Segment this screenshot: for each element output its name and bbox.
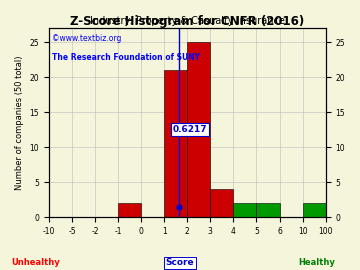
Title: Z-Score Histogram for CNFR (2016): Z-Score Histogram for CNFR (2016) [70, 15, 305, 28]
Text: The Research Foundation of SUNY: The Research Foundation of SUNY [52, 53, 200, 62]
Text: Industry: Property & Casualty Insurance: Industry: Property & Casualty Insurance [90, 16, 285, 26]
Bar [210, 189, 233, 217]
Text: ©www.textbiz.org: ©www.textbiz.org [52, 34, 121, 43]
Text: Score: Score [166, 258, 194, 267]
Bar [187, 42, 210, 217]
Y-axis label: Number of companies (50 total): Number of companies (50 total) [15, 55, 24, 190]
Text: Unhealthy: Unhealthy [12, 258, 60, 267]
Text: Healthy: Healthy [298, 258, 335, 267]
Bar [256, 203, 279, 217]
Text: 0.6217: 0.6217 [173, 125, 207, 134]
Bar [118, 203, 141, 217]
Bar [164, 70, 187, 217]
Bar [233, 203, 256, 217]
Bar [303, 203, 326, 217]
